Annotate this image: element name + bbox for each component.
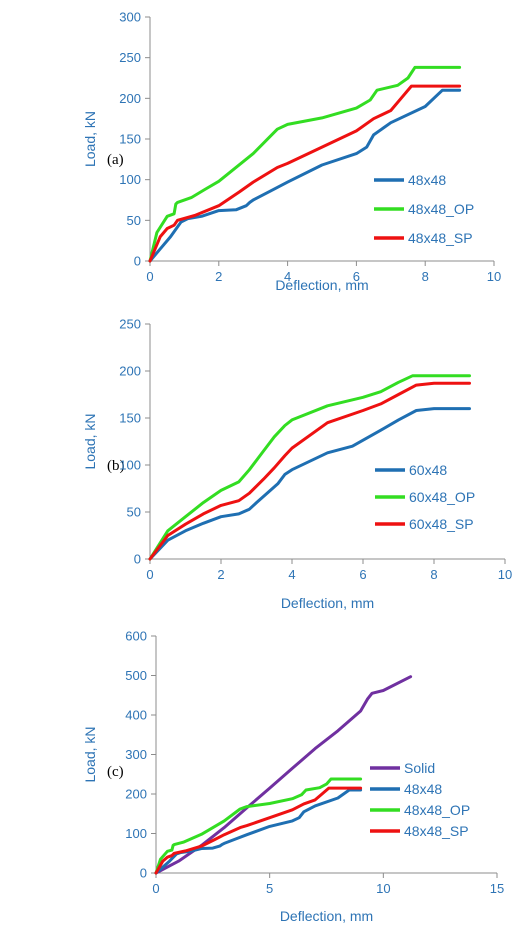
y-tick-label: 0 <box>140 866 147 881</box>
series-line-48x48 <box>154 788 363 875</box>
y-axis-title: Load, kN <box>82 413 98 469</box>
y-tick-label: 100 <box>119 172 141 187</box>
chart-panel-0: (a) 0 50 100 150 200 250 300 0 2 4 6 8 10 Deflection, … <box>82 10 501 294</box>
y-tick-label: 600 <box>125 629 147 644</box>
y-tick-label: 300 <box>119 10 141 25</box>
y-tick-label: 200 <box>125 787 147 802</box>
chart-panel-1: (b) 0 50 100 150 200 250 0 2 4 6 8 10 Deflection, mm L… <box>82 317 512 612</box>
x-tick-label: 2 <box>215 269 222 284</box>
legend-label: 60x48_SP <box>409 516 474 532</box>
x-tick-label: 5 <box>266 881 273 896</box>
panel-label: (c) <box>107 764 124 780</box>
x-axis-title: Deflection, mm <box>280 908 373 924</box>
x-tick-label: 8 <box>430 567 437 582</box>
y-tick-label: 100 <box>125 826 147 841</box>
legend-label: 48x48_OP <box>404 802 470 818</box>
y-tick-label: 250 <box>119 317 141 332</box>
x-tick-label: 15 <box>490 881 504 896</box>
y-tick-label: 200 <box>119 91 141 106</box>
x-tick-label: 0 <box>146 567 153 582</box>
x-tick-label: 0 <box>152 881 159 896</box>
y-tick-label: 0 <box>134 552 141 567</box>
series-line-48x48-op <box>148 65 462 263</box>
y-tick-label: 150 <box>119 132 141 147</box>
x-tick-label: 0 <box>146 269 153 284</box>
x-tick-label: 10 <box>376 881 390 896</box>
panel-label: (b) <box>107 458 125 474</box>
series-line-48x48-sp <box>154 786 363 875</box>
y-tick-label: 100 <box>119 458 141 473</box>
y-axis-title: Load, kN <box>82 726 98 782</box>
x-axis-title: Deflection, mm <box>281 595 374 611</box>
y-tick-label: 150 <box>119 411 141 426</box>
y-tick-label: 200 <box>119 364 141 379</box>
y-tick-label: 50 <box>127 213 141 228</box>
legend-label: Solid <box>404 760 435 776</box>
x-tick-label: 4 <box>284 269 291 284</box>
legend-label: 48x48 <box>404 781 442 797</box>
series-line-48x48 <box>148 88 462 263</box>
panel-label: (a) <box>107 152 124 168</box>
series-line-48x48-op <box>154 777 363 875</box>
x-tick-label: 10 <box>487 269 501 284</box>
x-tick-label: 4 <box>288 567 295 582</box>
y-tick-label: 0 <box>134 254 141 269</box>
y-axis-title: Load, kN <box>82 111 98 167</box>
x-tick-label: 6 <box>353 269 360 284</box>
y-tick-label: 400 <box>125 708 147 723</box>
y-tick-label: 250 <box>119 50 141 65</box>
y-tick-label: 300 <box>125 747 147 762</box>
chart-panel-2: (c) 0 100 200 300 400 500 600 0 5 10 15 Deflection, … <box>82 629 504 925</box>
x-tick-label: 10 <box>498 567 512 582</box>
legend-label: 48x48_OP <box>408 201 474 217</box>
legend-label: 48x48_SP <box>404 823 469 839</box>
y-tick-label: 500 <box>125 668 147 683</box>
x-tick-label: 8 <box>422 269 429 284</box>
x-tick-label: 2 <box>217 567 224 582</box>
y-tick-label: 50 <box>127 505 141 520</box>
series-line-60x48 <box>148 407 471 561</box>
series-line-solid <box>154 675 413 875</box>
legend-label: 48x48 <box>408 172 446 188</box>
series-line-60x48-op <box>148 374 471 561</box>
legend-label: 60x48_OP <box>409 489 475 505</box>
legend-label: 48x48_SP <box>408 230 473 246</box>
x-axis-title: Deflection, mm <box>275 277 368 293</box>
x-tick-label: 6 <box>359 567 366 582</box>
series-line-60x48-sp <box>148 381 471 561</box>
series-line-48x48-sp <box>148 84 462 263</box>
legend-label: 60x48 <box>409 462 447 478</box>
